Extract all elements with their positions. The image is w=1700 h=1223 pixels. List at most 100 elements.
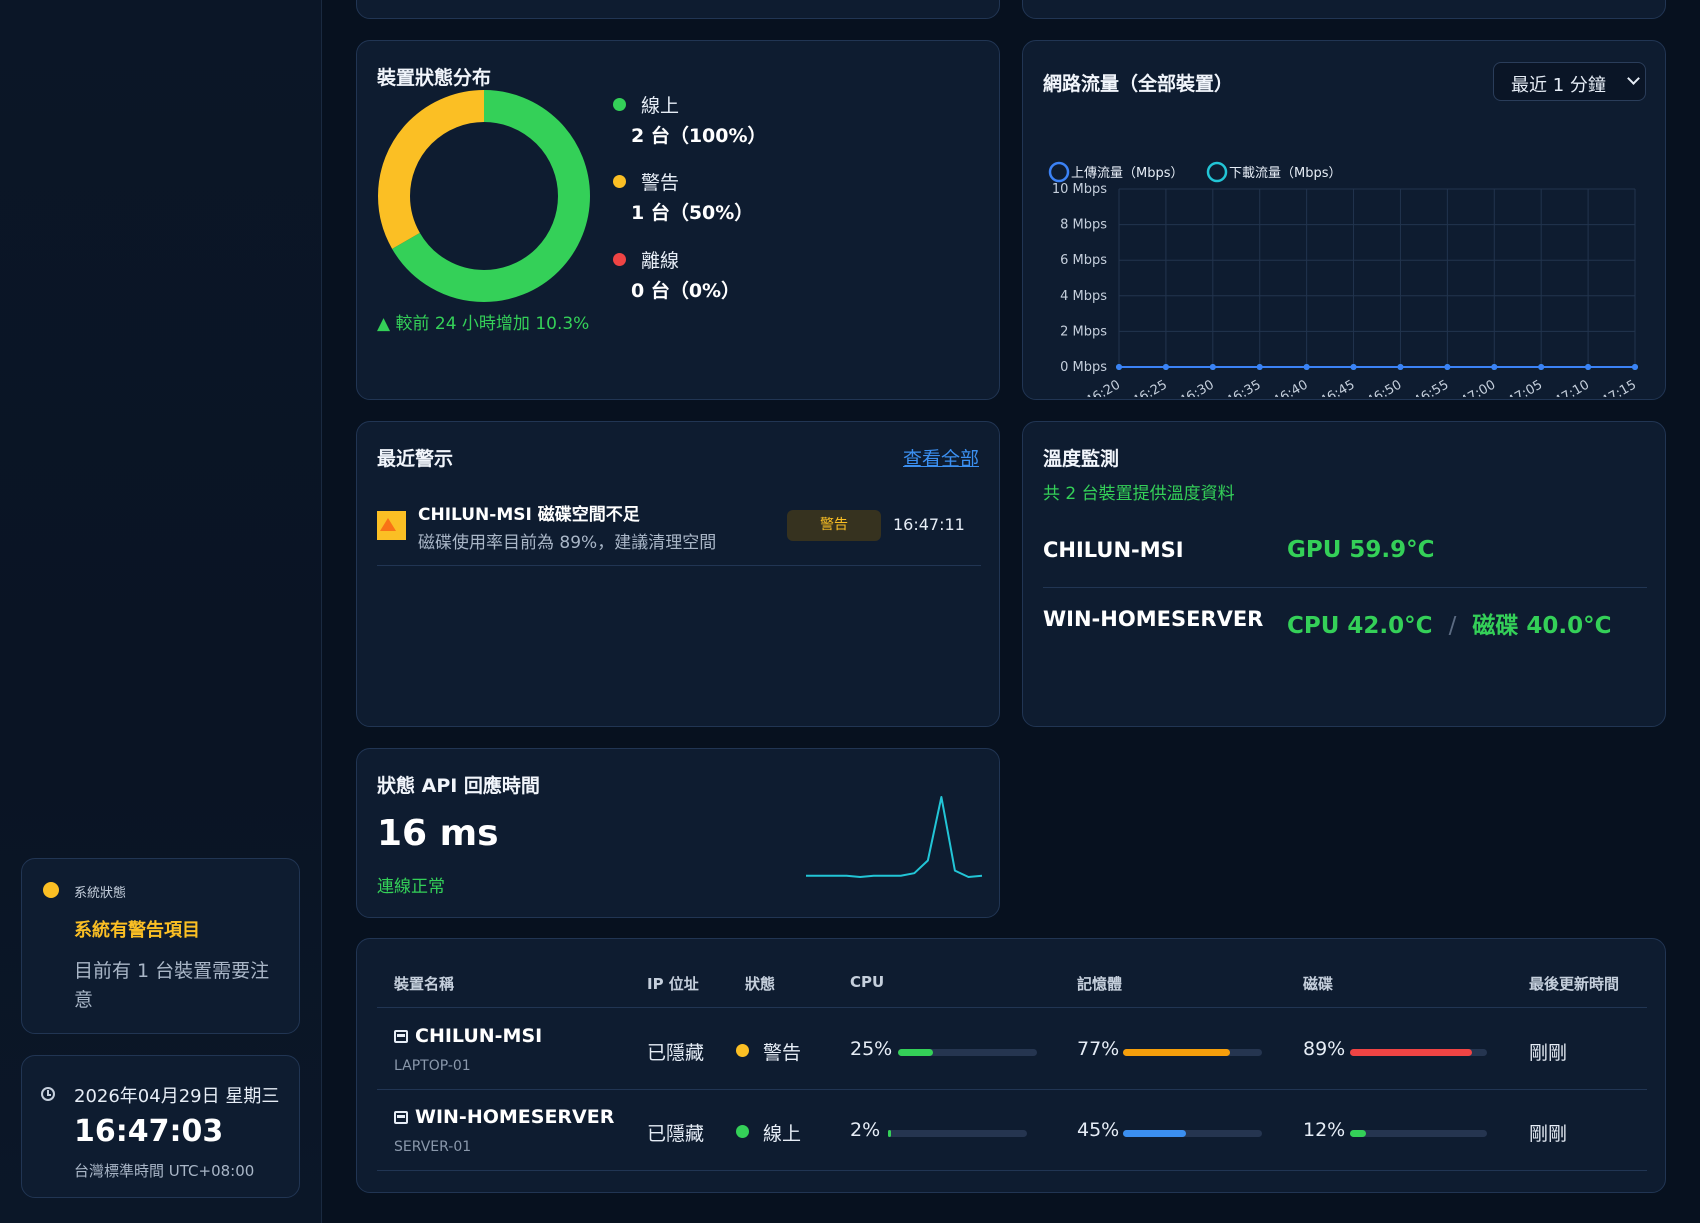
device-ip: 已隱藏 bbox=[647, 1042, 705, 1064]
legend-label: 上傳流量（Mbps） bbox=[1071, 166, 1184, 181]
main-content: 裝置狀態分布 ▲ 較前 24 小時增加 10.3% 線上 2 台（100%） 警… bbox=[322, 0, 1700, 1223]
offline-dot bbox=[613, 253, 626, 266]
col-updated: 最後更新時間 bbox=[1529, 975, 1620, 993]
legend-marker bbox=[1048, 161, 1070, 183]
range-select[interactable]: 最近 1 分鐘 bbox=[1493, 62, 1646, 101]
api-sparkline bbox=[806, 796, 983, 878]
temp-device-name: WIN-HOMESERVER bbox=[1043, 607, 1264, 631]
col-disk: 磁碟 bbox=[1303, 975, 1334, 993]
temperature-title: 溫度監測 bbox=[1043, 448, 1120, 470]
series-point bbox=[1585, 364, 1592, 370]
disk-bar bbox=[1350, 1049, 1487, 1056]
mem-text: 45% bbox=[1077, 1119, 1120, 1141]
device-status-card: 裝置狀態分布 ▲ 較前 24 小時增加 10.3% 線上 2 台（100%） 警… bbox=[356, 40, 1000, 400]
api-status: 連線正常 bbox=[377, 877, 445, 897]
monitor-icon bbox=[394, 1111, 408, 1124]
series-point bbox=[1632, 364, 1638, 370]
monitor-icon bbox=[394, 1030, 408, 1043]
warning-icon bbox=[377, 511, 406, 540]
y-tick-label: 4 Mbps bbox=[1060, 289, 1107, 304]
status-dot bbox=[736, 1125, 749, 1138]
col-status: 狀態 bbox=[745, 975, 776, 993]
temperature-card: 溫度監測 共 2 台裝置提供溫度資料 CHILUN-MSI GPU 59.9°C… bbox=[1022, 421, 1666, 727]
disk-bar bbox=[1350, 1130, 1487, 1137]
legend-online-value: 2 台（100%） bbox=[631, 125, 767, 147]
system-status-headline: 系統有警告項目 bbox=[74, 920, 200, 941]
cpu-bar-fill bbox=[888, 1130, 891, 1137]
mem-bar bbox=[1123, 1130, 1262, 1137]
temp-readings: CPU 42.0°C / 磁碟 40.0°C bbox=[1287, 606, 1611, 640]
disk-text: 89% bbox=[1303, 1038, 1346, 1060]
clock-date: 2026年04月29日 星期三 bbox=[74, 1086, 280, 1107]
sidebar: 系統狀態 系統有警告項目 目前有 1 台裝置需要注意 2026年04月29日 星… bbox=[0, 0, 322, 1223]
table-row[interactable]: WIN-HOMESERVER SERVER-01 已隱藏 線上 2% 45% 1… bbox=[377, 1090, 1647, 1171]
view-all-link[interactable]: 查看全部 bbox=[903, 448, 980, 470]
y-tick-label: 2 Mbps bbox=[1060, 324, 1107, 339]
temperature-subtitle: 共 2 台裝置提供溫度資料 bbox=[1043, 484, 1235, 504]
clock-time: 16:47:03 bbox=[74, 1114, 224, 1149]
online-dot bbox=[613, 98, 626, 111]
device-table-card: 裝置名稱 IP 位址 狀態 CPU 記憶體 磁碟 最後更新時間 CHILUN-M… bbox=[356, 938, 1666, 1193]
col-cpu: CPU bbox=[850, 973, 885, 991]
table-header: 裝置名稱 IP 位址 狀態 CPU 記憶體 磁碟 最後更新時間 bbox=[377, 956, 1647, 1008]
series-point bbox=[1256, 364, 1263, 370]
y-tick-label: 0 Mbps bbox=[1060, 360, 1107, 375]
y-tick-label: 10 Mbps bbox=[1052, 182, 1107, 197]
device-sub: SERVER-01 bbox=[394, 1139, 472, 1155]
network-chart: 0 Mbps 2 Mbps 4 Mbps 6 Mbps 8 Mbps 10 Mbps 16:… bbox=[1048, 161, 1639, 397]
network-title: 網路流量（全部裝置） bbox=[1043, 73, 1234, 95]
mem-bar-fill bbox=[1123, 1049, 1231, 1056]
temp-reading-disk: 磁碟 40.0°C bbox=[1472, 613, 1612, 639]
col-mem: 記憶體 bbox=[1077, 975, 1123, 993]
status-dot bbox=[736, 1044, 749, 1057]
series-point bbox=[1116, 364, 1122, 370]
temp-device-name: CHILUN-MSI bbox=[1043, 538, 1184, 562]
cpu-bar bbox=[888, 1130, 1027, 1137]
temp-reading: GPU 59.9°C bbox=[1287, 537, 1435, 563]
alert-item[interactable]: CHILUN-MSI 磁碟空間不足 磁碟使用率目前為 89%，建議清理空間 警告… bbox=[377, 494, 981, 566]
top-card-right bbox=[1022, 0, 1666, 19]
y-tick-label: 6 Mbps bbox=[1060, 253, 1107, 268]
system-status-label: 系統狀態 bbox=[74, 886, 127, 901]
alert-time: 16:47:11 bbox=[893, 515, 965, 534]
legend-marker bbox=[1206, 161, 1228, 183]
mem-text: 77% bbox=[1077, 1038, 1120, 1060]
col-name: 裝置名稱 bbox=[394, 975, 455, 993]
table-row[interactable]: CHILUN-MSI LAPTOP-01 已隱藏 警告 25% 77% 89% … bbox=[377, 1009, 1647, 1090]
temp-reading-cpu: CPU 42.0°C bbox=[1287, 613, 1433, 639]
device-name: CHILUN-MSI bbox=[415, 1025, 543, 1047]
temp-row: CHILUN-MSI GPU 59.9°C bbox=[1043, 519, 1647, 588]
system-status-card: 系統狀態 系統有警告項目 目前有 1 台裝置需要注意 bbox=[21, 858, 300, 1034]
clock-timezone: 台灣標準時間 UTC+08:00 bbox=[74, 1162, 255, 1180]
device-name: WIN-HOMESERVER bbox=[415, 1106, 615, 1128]
temp-separator: / bbox=[1448, 613, 1457, 639]
series-point bbox=[1538, 364, 1545, 370]
device-updated: 剛剛 bbox=[1529, 1123, 1568, 1145]
clock-card: 2026年04月29日 星期三 16:47:03 台灣標準時間 UTC+08:0… bbox=[21, 1055, 300, 1198]
legend-offline-value: 0 台（0%） bbox=[631, 280, 741, 302]
col-ip: IP 位址 bbox=[647, 975, 699, 993]
disk-text: 12% bbox=[1303, 1119, 1346, 1141]
mem-bar-fill bbox=[1123, 1130, 1186, 1137]
warning-dot bbox=[613, 175, 626, 188]
series-point bbox=[1491, 364, 1498, 370]
system-status-detail: 目前有 1 台裝置需要注意 bbox=[74, 960, 270, 1011]
series-point bbox=[1162, 364, 1169, 370]
alert-badge: 警告 bbox=[787, 510, 881, 541]
mem-bar bbox=[1123, 1049, 1262, 1056]
api-value: 16 ms bbox=[377, 813, 499, 854]
cpu-text: 25% bbox=[850, 1038, 893, 1060]
device-status-change: ▲ 較前 24 小時增加 10.3% bbox=[377, 314, 590, 334]
api-card: 狀態 API 回應時間 16 ms 連線正常 bbox=[356, 748, 1000, 918]
series-point bbox=[1209, 364, 1216, 370]
sparkline-path bbox=[806, 796, 983, 878]
donut-slice-warning bbox=[378, 90, 590, 302]
device-status: 警告 bbox=[763, 1042, 802, 1064]
legend-warning-value: 1 台（50%） bbox=[631, 202, 754, 224]
alerts-card: 最近警示 查看全部 CHILUN-MSI 磁碟空間不足 磁碟使用率目前為 89%… bbox=[356, 421, 1000, 727]
cpu-bar bbox=[898, 1049, 1037, 1056]
legend-label: 下載流量（Mbps） bbox=[1229, 166, 1342, 181]
series-point bbox=[1397, 364, 1404, 370]
chevron-down-icon bbox=[1627, 72, 1640, 85]
clock-icon bbox=[41, 1087, 55, 1101]
